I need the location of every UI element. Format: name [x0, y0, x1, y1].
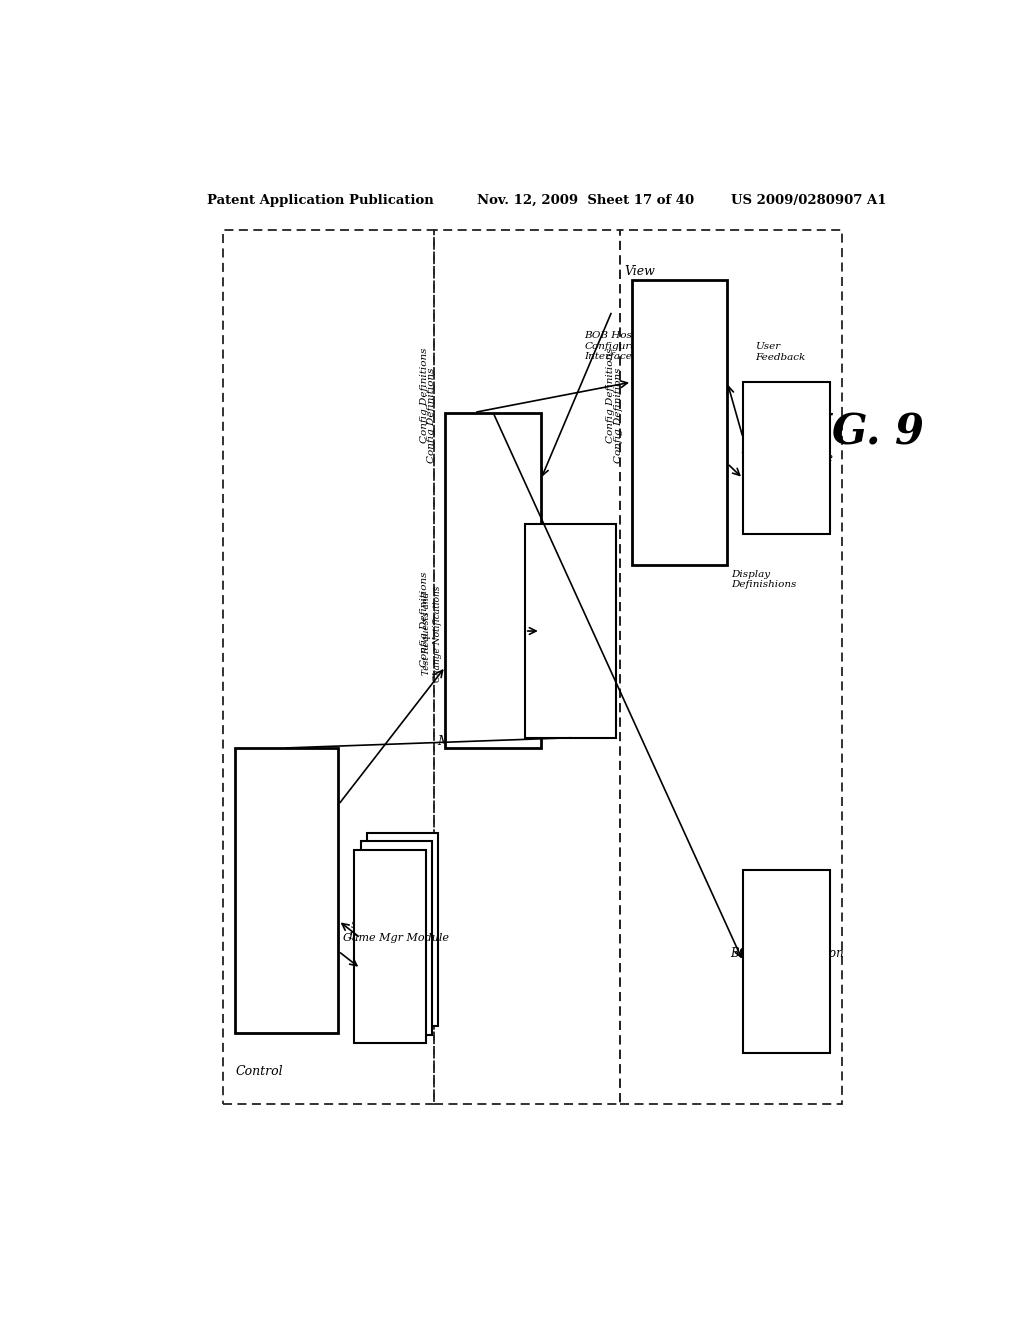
Text: Super Config: Super Config	[452, 574, 535, 586]
Text: Game Mgr Module: Game Mgr Module	[343, 933, 450, 942]
Text: Config Definitions: Config Definitions	[427, 368, 436, 463]
FancyBboxPatch shape	[632, 280, 727, 565]
Text: US 2009/0280907 A1: US 2009/0280907 A1	[731, 194, 887, 207]
Text: (Menu Name)
Operator Menu
Display Code: (Menu Name) Operator Menu Display Code	[634, 401, 726, 444]
FancyBboxPatch shape	[743, 870, 830, 1053]
FancyBboxPatch shape	[367, 833, 438, 1027]
FancyBboxPatch shape	[743, 381, 830, 535]
Text: Nov. 12, 2009  Sheet 17 of 40: Nov. 12, 2009 Sheet 17 of 40	[477, 194, 694, 207]
Text: View: View	[624, 265, 655, 279]
Text: Control: Control	[236, 1065, 283, 1078]
FancyBboxPatch shape	[360, 841, 432, 1035]
Text: Config Definitions: Config Definitions	[606, 347, 615, 444]
Text: Video Interface: Video Interface	[740, 451, 833, 465]
Text: Static Super
Config
Options: Static Super Config Options	[525, 657, 591, 686]
Text: BOB Configuration
Class: BOB Configuration Class	[730, 948, 844, 975]
Text: Config File:
[Menu Name]
Option(xml): Config File: [Menu Name] Option(xml)	[531, 614, 609, 648]
Text: BOB Host
Configuration
Interface: BOB Host Configuration Interface	[585, 331, 657, 360]
Text: Model: Model	[437, 735, 477, 748]
Text: Config Definitions: Config Definitions	[420, 572, 428, 667]
Text: Test Requests and
Change Notifications: Test Requests and Change Notifications	[422, 586, 441, 682]
Text: User
Feedback: User Feedback	[755, 342, 805, 362]
FancyBboxPatch shape	[524, 524, 616, 738]
Text: Config Definitions: Config Definitions	[420, 347, 428, 444]
FancyBboxPatch shape	[236, 748, 338, 1032]
Text: Config Definitions: Config Definitions	[614, 368, 623, 463]
Text: FIG. 9: FIG. 9	[783, 412, 925, 454]
FancyBboxPatch shape	[445, 412, 541, 748]
Text: Patent Application Publication: Patent Application Publication	[207, 194, 434, 207]
Text: Module
Specific
Interface: Module Specific Interface	[348, 911, 395, 941]
Text: Code Module
(Menu Name)
Config: Code Module (Menu Name) Config	[246, 869, 328, 912]
FancyBboxPatch shape	[354, 850, 426, 1043]
Text: Display
Definishions: Display Definishions	[731, 570, 797, 590]
